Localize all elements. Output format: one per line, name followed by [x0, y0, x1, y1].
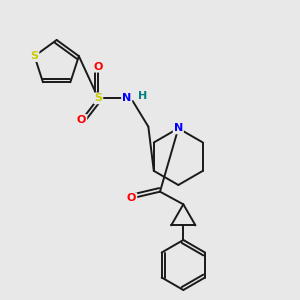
Text: S: S	[31, 51, 38, 61]
Text: N: N	[174, 123, 183, 133]
Text: S: S	[94, 93, 102, 103]
Text: O: O	[127, 193, 136, 203]
Text: O: O	[77, 115, 86, 125]
Text: N: N	[122, 93, 131, 103]
Text: O: O	[94, 62, 103, 72]
Text: H: H	[138, 91, 147, 101]
